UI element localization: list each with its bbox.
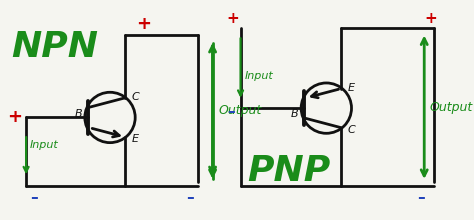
Text: –: –: [228, 104, 235, 119]
Text: E: E: [348, 83, 355, 93]
Text: –: –: [417, 190, 424, 205]
Text: C: C: [348, 125, 356, 135]
Text: +: +: [8, 108, 22, 126]
Text: NPN: NPN: [11, 30, 98, 64]
Text: C: C: [131, 92, 139, 102]
Text: E: E: [131, 134, 138, 144]
Text: B: B: [74, 109, 82, 119]
Text: Input: Input: [30, 140, 59, 150]
Text: –: –: [186, 190, 194, 205]
Text: B: B: [291, 109, 299, 119]
Text: –: –: [30, 190, 37, 205]
Text: +: +: [136, 15, 151, 33]
Text: Output: Output: [218, 104, 262, 117]
Text: Output: Output: [430, 101, 473, 114]
Text: PNP: PNP: [247, 154, 330, 188]
Text: Input: Input: [244, 70, 273, 81]
Text: +: +: [227, 11, 239, 26]
Text: +: +: [424, 11, 437, 26]
